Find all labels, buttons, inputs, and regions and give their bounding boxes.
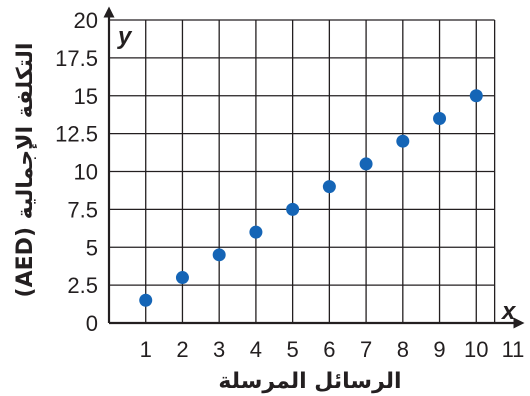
y-tick-label: 5 <box>86 235 98 260</box>
x-tick-label: 8 <box>397 337 409 362</box>
x-axis-title: الرسائل المرسلة <box>218 369 401 394</box>
y-tick-label: 20 <box>74 8 98 33</box>
axes <box>103 6 525 329</box>
x-tick-label: 6 <box>323 337 335 362</box>
data-point <box>396 134 410 148</box>
x-tick-label: 7 <box>360 337 372 362</box>
y-tick-label: 7.5 <box>67 197 98 222</box>
x-tick-label: 11 <box>502 337 525 362</box>
data-point <box>469 89 483 103</box>
data-point <box>212 248 226 262</box>
data-point <box>139 293 153 307</box>
x-tick-label: 5 <box>287 337 299 362</box>
y-axis-title: التكلفة الإجمالية (AED) <box>13 43 38 298</box>
x-tick-label: 10 <box>464 337 488 362</box>
data-point <box>359 157 373 171</box>
y-tick-label: 2.5 <box>67 273 98 298</box>
y-axis-variable: y <box>117 23 133 50</box>
x-tick-label: 9 <box>433 337 445 362</box>
x-tick-label: 2 <box>176 337 188 362</box>
data-point <box>322 180 336 194</box>
data-points <box>139 89 483 307</box>
y-tick-label: 17.5 <box>55 46 98 71</box>
data-point <box>175 271 189 285</box>
data-point <box>286 202 300 216</box>
y-tick-label: 10 <box>74 160 98 185</box>
y-tick-label: 12.5 <box>55 122 98 147</box>
grid <box>109 19 496 323</box>
x-tick-label: 3 <box>213 337 225 362</box>
x-tick-label: 4 <box>250 337 262 362</box>
data-point <box>249 225 263 239</box>
y-tick-label: 15 <box>74 84 98 109</box>
x-axis-variable: x <box>500 298 517 325</box>
data-point <box>433 111 447 125</box>
y-tick-label: 0 <box>86 311 98 336</box>
x-tick-label: 1 <box>140 337 152 362</box>
